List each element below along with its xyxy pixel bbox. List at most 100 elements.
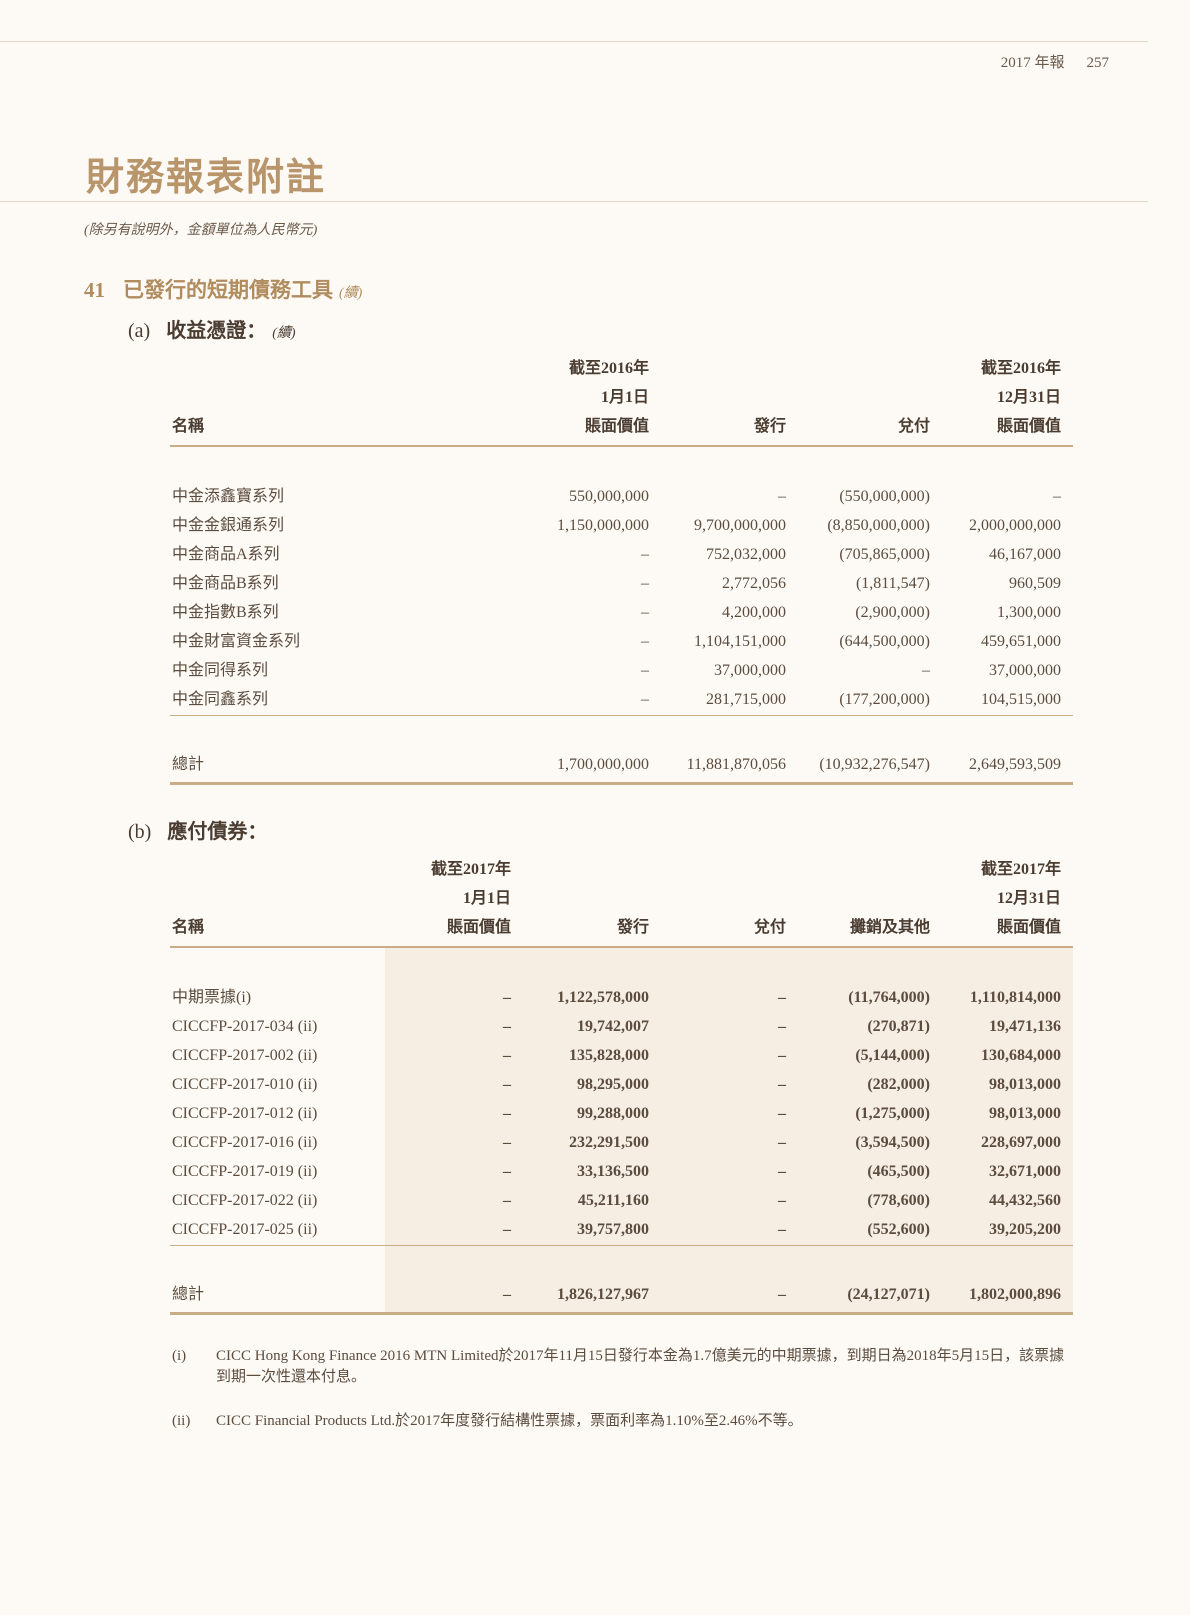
part-b-label: (b)	[128, 821, 152, 843]
cell: 中金指數B系列	[172, 604, 279, 621]
table-row: 中金財富資金系列 – 1,104,151,000 (644,500,000) 459,6…	[172, 631, 1061, 653]
cell	[786, 387, 930, 409]
cell: 1月1日	[462, 890, 511, 907]
cell: –	[778, 1192, 786, 1209]
cell: 截至2017年	[980, 861, 1061, 878]
cell: (11,764,000)	[848, 989, 930, 1006]
table-row: 中金同鑫系列 – 281,715,000 (177,200,000) 104,515,0…	[172, 689, 1061, 711]
cell: 中金同鑫系列	[172, 691, 269, 708]
part-a-title: 收益憑證：	[166, 320, 267, 342]
header-row: 1月1日 12月31日	[172, 888, 1061, 910]
cell: 1,150,000,000	[557, 517, 649, 534]
cell: 46,167,000	[989, 546, 1061, 563]
cell: 37,000,000	[989, 662, 1061, 679]
cell: 99,288,000	[577, 1105, 649, 1122]
cell: 98,013,000	[989, 1076, 1061, 1093]
cell: –	[503, 1047, 511, 1064]
cell: –	[922, 662, 930, 679]
cell: (3,594,500)	[855, 1134, 930, 1151]
cell: 兌付	[897, 418, 930, 435]
cell: CICCFP-2017-016 (ii)	[172, 1134, 318, 1151]
cell: –	[641, 546, 649, 563]
cell	[172, 859, 395, 881]
cell: –	[503, 1018, 511, 1035]
cell: –	[503, 1192, 511, 1209]
cell	[786, 859, 930, 881]
cell: 1,700,000,000	[557, 756, 649, 773]
cell: CICCFP-2017-022 (ii)	[172, 1192, 318, 1209]
cell	[172, 387, 530, 409]
cell: (177,200,000)	[839, 691, 930, 708]
total-row: 總計 – 1,826,127,967 – (24,127,071) 1,802,000,8…	[172, 1284, 1061, 1306]
cell: (705,865,000)	[839, 546, 930, 563]
page-title: 財務報表附註	[86, 157, 327, 199]
footnote-text: CICC Hong Kong Finance 2016 MTN Limited於…	[216, 1348, 1065, 1385]
cell: 攤銷及其他	[849, 919, 930, 936]
part-b-title: 應付債券：	[167, 821, 268, 843]
current-year-shading	[385, 948, 1073, 1313]
total-row: 總計 1,700,000,000 11,881,870,056 (10,932,276…	[172, 754, 1061, 776]
cell: (10,932,276,547)	[819, 756, 930, 773]
cell	[786, 358, 930, 380]
cell: 1,802,000,896	[969, 1286, 1061, 1303]
cell: 1月1日	[600, 389, 649, 406]
cell: –	[503, 1105, 511, 1122]
table-row: CICCFP-2017-002 (ii) – 135,828,000 – (5,144,…	[172, 1045, 1061, 1067]
cell: –	[778, 1076, 786, 1093]
footnote-ii: (ii) CICC Financial Products Ltd.於2017年度…	[172, 1411, 1077, 1432]
cell: 39,757,800	[577, 1221, 649, 1238]
cell: (24,127,071)	[847, 1286, 930, 1303]
cell	[649, 387, 786, 409]
cell: 賬面價值	[996, 919, 1061, 936]
cell: (778,600)	[867, 1192, 930, 1209]
cell: 中金財富資金系列	[172, 633, 301, 650]
footnote-mark: (i)	[172, 1348, 187, 1364]
cell: CICCFP-2017-034 (ii)	[172, 1018, 318, 1035]
header-row: 名稱 賬面價值 發行 兌付 攤銷及其他 賬面價值	[172, 917, 1061, 939]
cell: 賬面價值	[446, 919, 511, 936]
cell: 1,104,151,000	[694, 633, 786, 650]
cell: –	[503, 1134, 511, 1151]
table-row: CICCFP-2017-025 (ii) – 39,757,800 – (552,600…	[172, 1219, 1061, 1241]
cell: CICCFP-2017-025 (ii)	[172, 1221, 318, 1238]
cell: –	[778, 1047, 786, 1064]
cell: 中期票據(i)	[172, 989, 252, 1006]
cell: CICCFP-2017-019 (ii)	[172, 1163, 318, 1180]
cell: –	[503, 1163, 511, 1180]
cell: 中金商品B系列	[172, 575, 279, 592]
section-cont: (續)	[339, 286, 363, 301]
cell: 752,032,000	[706, 546, 786, 563]
cell: –	[503, 1076, 511, 1093]
cell: (8,850,000,000)	[827, 517, 930, 534]
cell	[511, 888, 649, 910]
cell: 賬面價值	[996, 418, 1061, 435]
cell: (5,144,000)	[855, 1047, 930, 1064]
cell: 33,136,500	[577, 1163, 649, 1180]
cell: 1,826,127,967	[557, 1286, 649, 1303]
cell: 發行	[616, 919, 649, 936]
table-row: 中金商品A系列 – 752,032,000 (705,865,000) 46,167,0…	[172, 544, 1061, 566]
table-row: 中期票據(i) – 1,122,578,000 – (11,764,000) 1,110,…	[172, 987, 1061, 1009]
cell: 45,211,160	[577, 1192, 649, 1209]
cell: –	[778, 1018, 786, 1035]
cell: –	[641, 691, 649, 708]
cell: –	[778, 1221, 786, 1238]
cell: 截至2016年	[568, 360, 649, 377]
cell	[172, 888, 395, 910]
cell: –	[503, 1286, 511, 1303]
table-row: 中金同得系列 – 37,000,000 – 37,000,000	[172, 660, 1061, 682]
cell: 賬面價值	[584, 418, 649, 435]
cell: –	[503, 1221, 511, 1238]
cell: 9,700,000,000	[694, 517, 786, 534]
cell: –	[641, 662, 649, 679]
subtotal-rule	[170, 715, 1073, 716]
page-number: 257	[1086, 55, 1110, 71]
part-a-label: (a)	[128, 320, 151, 342]
cell	[649, 859, 786, 881]
table-row: CICCFP-2017-010 (ii) – 98,295,000 – (282,000…	[172, 1074, 1061, 1096]
cell	[786, 888, 930, 910]
total-rule	[170, 1312, 1073, 1315]
cell: (1,811,547)	[855, 575, 930, 592]
cell: CICCFP-2017-010 (ii)	[172, 1076, 318, 1093]
